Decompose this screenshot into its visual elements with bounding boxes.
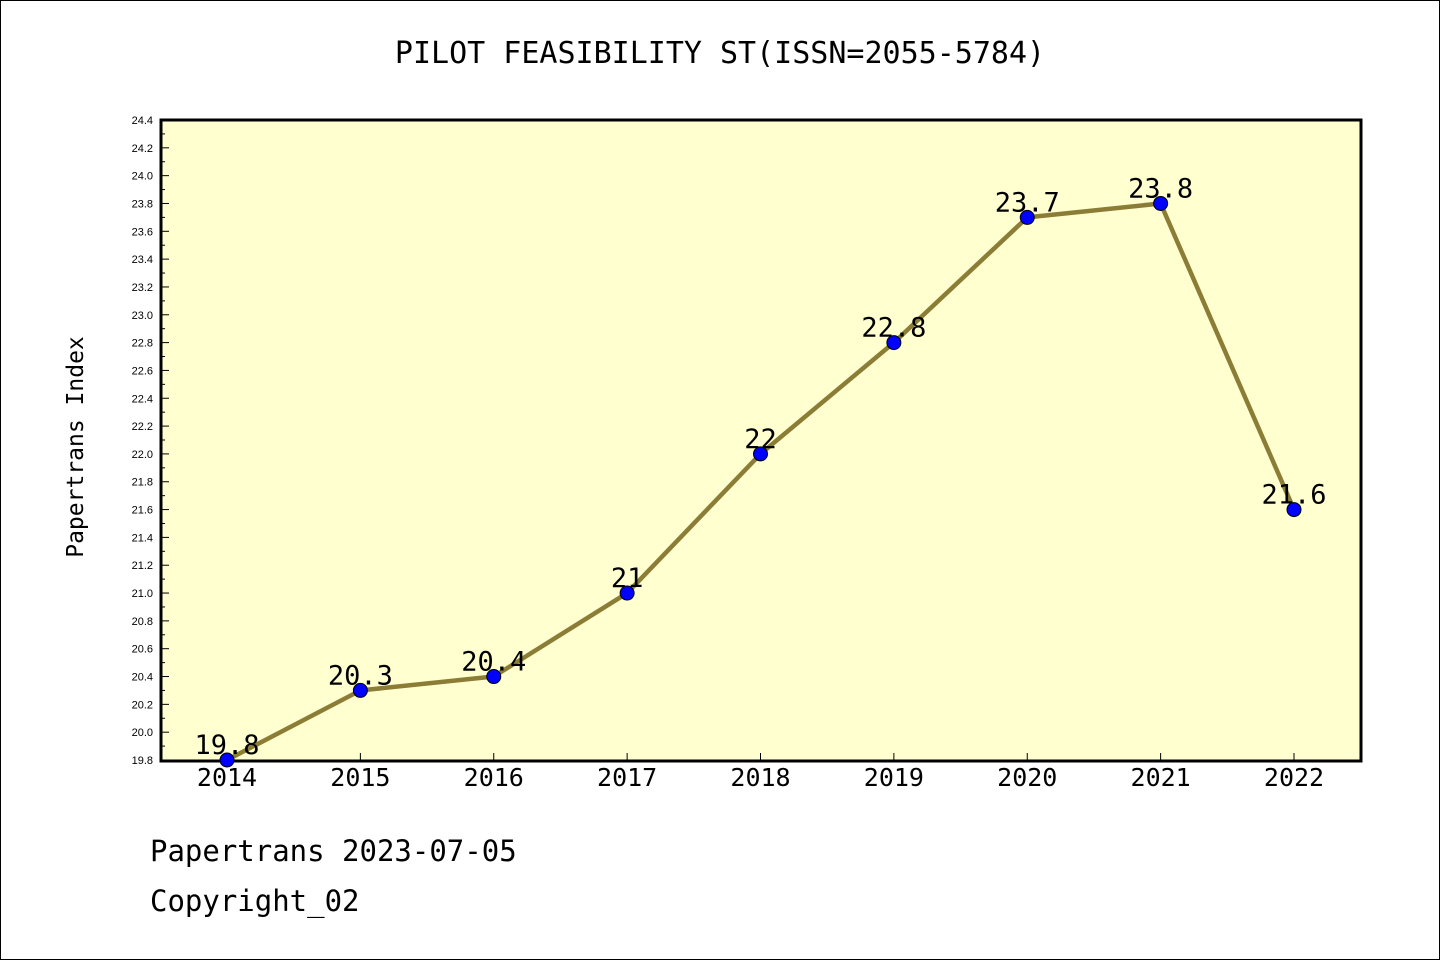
y-tick-label: 19.8 xyxy=(132,755,153,767)
x-tick-label: 2018 xyxy=(730,763,790,792)
data-series xyxy=(219,195,1302,768)
y-tick-label: 20.0 xyxy=(132,727,153,739)
footer-date: Papertrans 2023-07-05 xyxy=(150,834,517,868)
x-tick-label: 2021 xyxy=(1131,763,1191,792)
y-tick-label: 22.8 xyxy=(132,338,153,350)
x-tick-label: 2016 xyxy=(464,763,524,792)
x-tick-label: 2017 xyxy=(597,763,657,792)
data-label: 23.8 xyxy=(1128,173,1193,204)
data-label: 22.8 xyxy=(861,313,926,344)
y-tick-label: 23.4 xyxy=(132,254,153,266)
y-tick-label: 24.4 xyxy=(132,115,153,127)
y-tick-label: 22.0 xyxy=(132,449,153,461)
y-tick-label: 23.8 xyxy=(132,198,153,210)
data-point xyxy=(219,752,235,768)
x-axis: 2014 2015 2016 2017 2018 2019 2020 2021 2022 xyxy=(197,753,1324,792)
data-label: 21 xyxy=(611,563,644,594)
y-axis: 19.8 20.0 20.2 20.4 20.6 20.8 21.0 21.2 21.4 21.6… xyxy=(132,115,169,767)
y-tick-label: 23.2 xyxy=(132,282,153,294)
data-point xyxy=(486,669,502,685)
data-point xyxy=(1019,209,1035,225)
y-tick-label: 21.2 xyxy=(132,560,153,572)
y-tick-label: 21.0 xyxy=(132,588,153,600)
y-tick-label: 20.4 xyxy=(132,672,153,684)
data-point xyxy=(753,446,768,462)
x-tick-label: 2022 xyxy=(1264,763,1324,792)
x-tick-label: 2014 xyxy=(197,763,257,792)
chart-title: PILOT FEASIBILITY ST(ISSN=2055-5784) xyxy=(394,36,1046,71)
x-tick-label: 2019 xyxy=(864,763,924,792)
data-point xyxy=(1153,195,1169,211)
y-tick-label: 24.0 xyxy=(132,171,153,183)
x-tick-label: 2020 xyxy=(997,763,1057,792)
data-label: 23.7 xyxy=(995,187,1060,218)
plot-area xyxy=(159,118,1363,763)
data-label: 21.6 xyxy=(1261,480,1326,511)
data-label: 22 xyxy=(744,424,777,455)
y-tick-label: 21.6 xyxy=(132,505,153,517)
data-point xyxy=(352,682,368,698)
y-tick-label: 22.4 xyxy=(132,393,153,405)
y-tick-label: 20.2 xyxy=(132,699,153,711)
y-tick-label: 24.2 xyxy=(132,143,153,155)
data-label: 20.4 xyxy=(461,647,526,678)
y-tick-label: 22.6 xyxy=(132,365,153,377)
y-tick-label: 21.4 xyxy=(132,532,153,544)
x-tick-label: 2015 xyxy=(330,763,390,792)
y-tick-label: 20.6 xyxy=(132,644,153,656)
y-tick-label: 20.8 xyxy=(132,616,153,628)
y-tick-label: 23.0 xyxy=(132,310,153,322)
data-label: 19.8 xyxy=(194,730,259,761)
data-point xyxy=(1286,502,1302,518)
data-point xyxy=(619,585,635,601)
y-tick-label: 23.6 xyxy=(132,226,153,238)
footer-copyright: Copyright_02 xyxy=(150,884,360,918)
y-tick-label: 21.8 xyxy=(132,477,153,489)
y-tick-label: 22.2 xyxy=(132,421,153,433)
data-point xyxy=(886,335,902,351)
data-labels: 19.8 20.3 20.4 21 22 22.8 23.7 23.8 21.6 xyxy=(194,173,1326,761)
data-label: 20.3 xyxy=(328,660,393,691)
